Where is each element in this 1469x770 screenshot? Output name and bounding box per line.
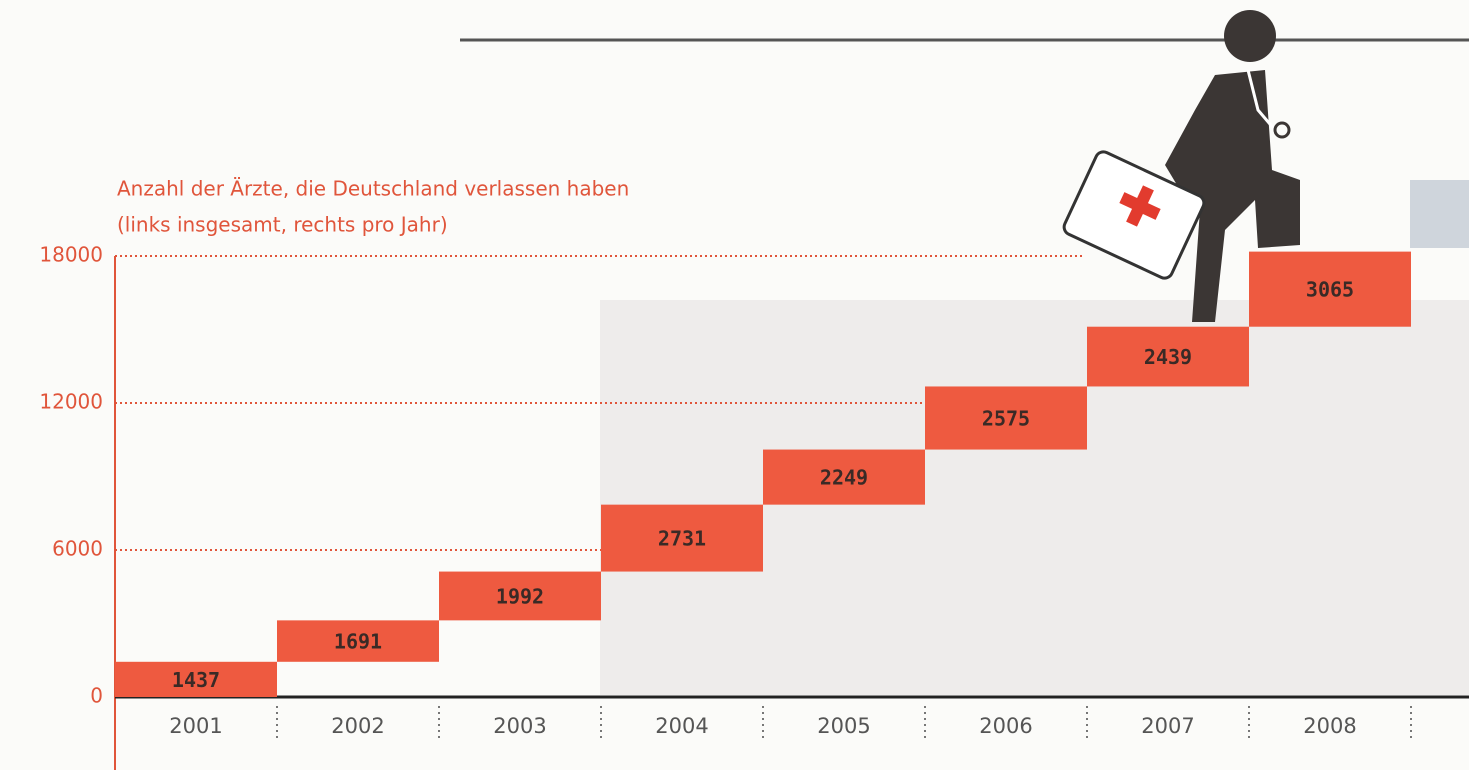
- value-label: 1691: [334, 630, 382, 654]
- value-label: 2249: [820, 466, 868, 490]
- value-label: 2439: [1144, 345, 1192, 369]
- x-tick-label: 2007: [1141, 714, 1194, 738]
- background-shade: [600, 300, 1469, 695]
- chart: Anzahl der Ärzte, die Deutschland verlas…: [0, 0, 1469, 770]
- x-tick-label: 2004: [655, 714, 708, 738]
- y-tick-label: 0: [90, 684, 103, 708]
- chart-subtitle: (links insgesamt, rechts pro Jahr): [117, 213, 448, 237]
- x-tick-label: 2005: [817, 714, 870, 738]
- chart-title: Anzahl der Ärzte, die Deutschland verlas…: [117, 177, 629, 201]
- value-label: 2575: [982, 407, 1030, 431]
- x-tick-label: 2003: [493, 714, 546, 738]
- value-label: 3065: [1306, 278, 1354, 302]
- x-tick-label: 2008: [1303, 714, 1356, 738]
- y-tick-label: 6000: [52, 537, 103, 561]
- x-tick-label: 2001: [169, 714, 222, 738]
- y-tick-label: 12000: [39, 390, 103, 414]
- background-shade: [1410, 180, 1469, 248]
- value-label: 1437: [172, 668, 220, 692]
- x-tick-label: 2006: [979, 714, 1032, 738]
- value-label: 2731: [658, 527, 706, 551]
- y-tick-label: 18000: [39, 243, 103, 267]
- x-tick-label: 2002: [331, 714, 384, 738]
- value-label: 1992: [496, 584, 544, 608]
